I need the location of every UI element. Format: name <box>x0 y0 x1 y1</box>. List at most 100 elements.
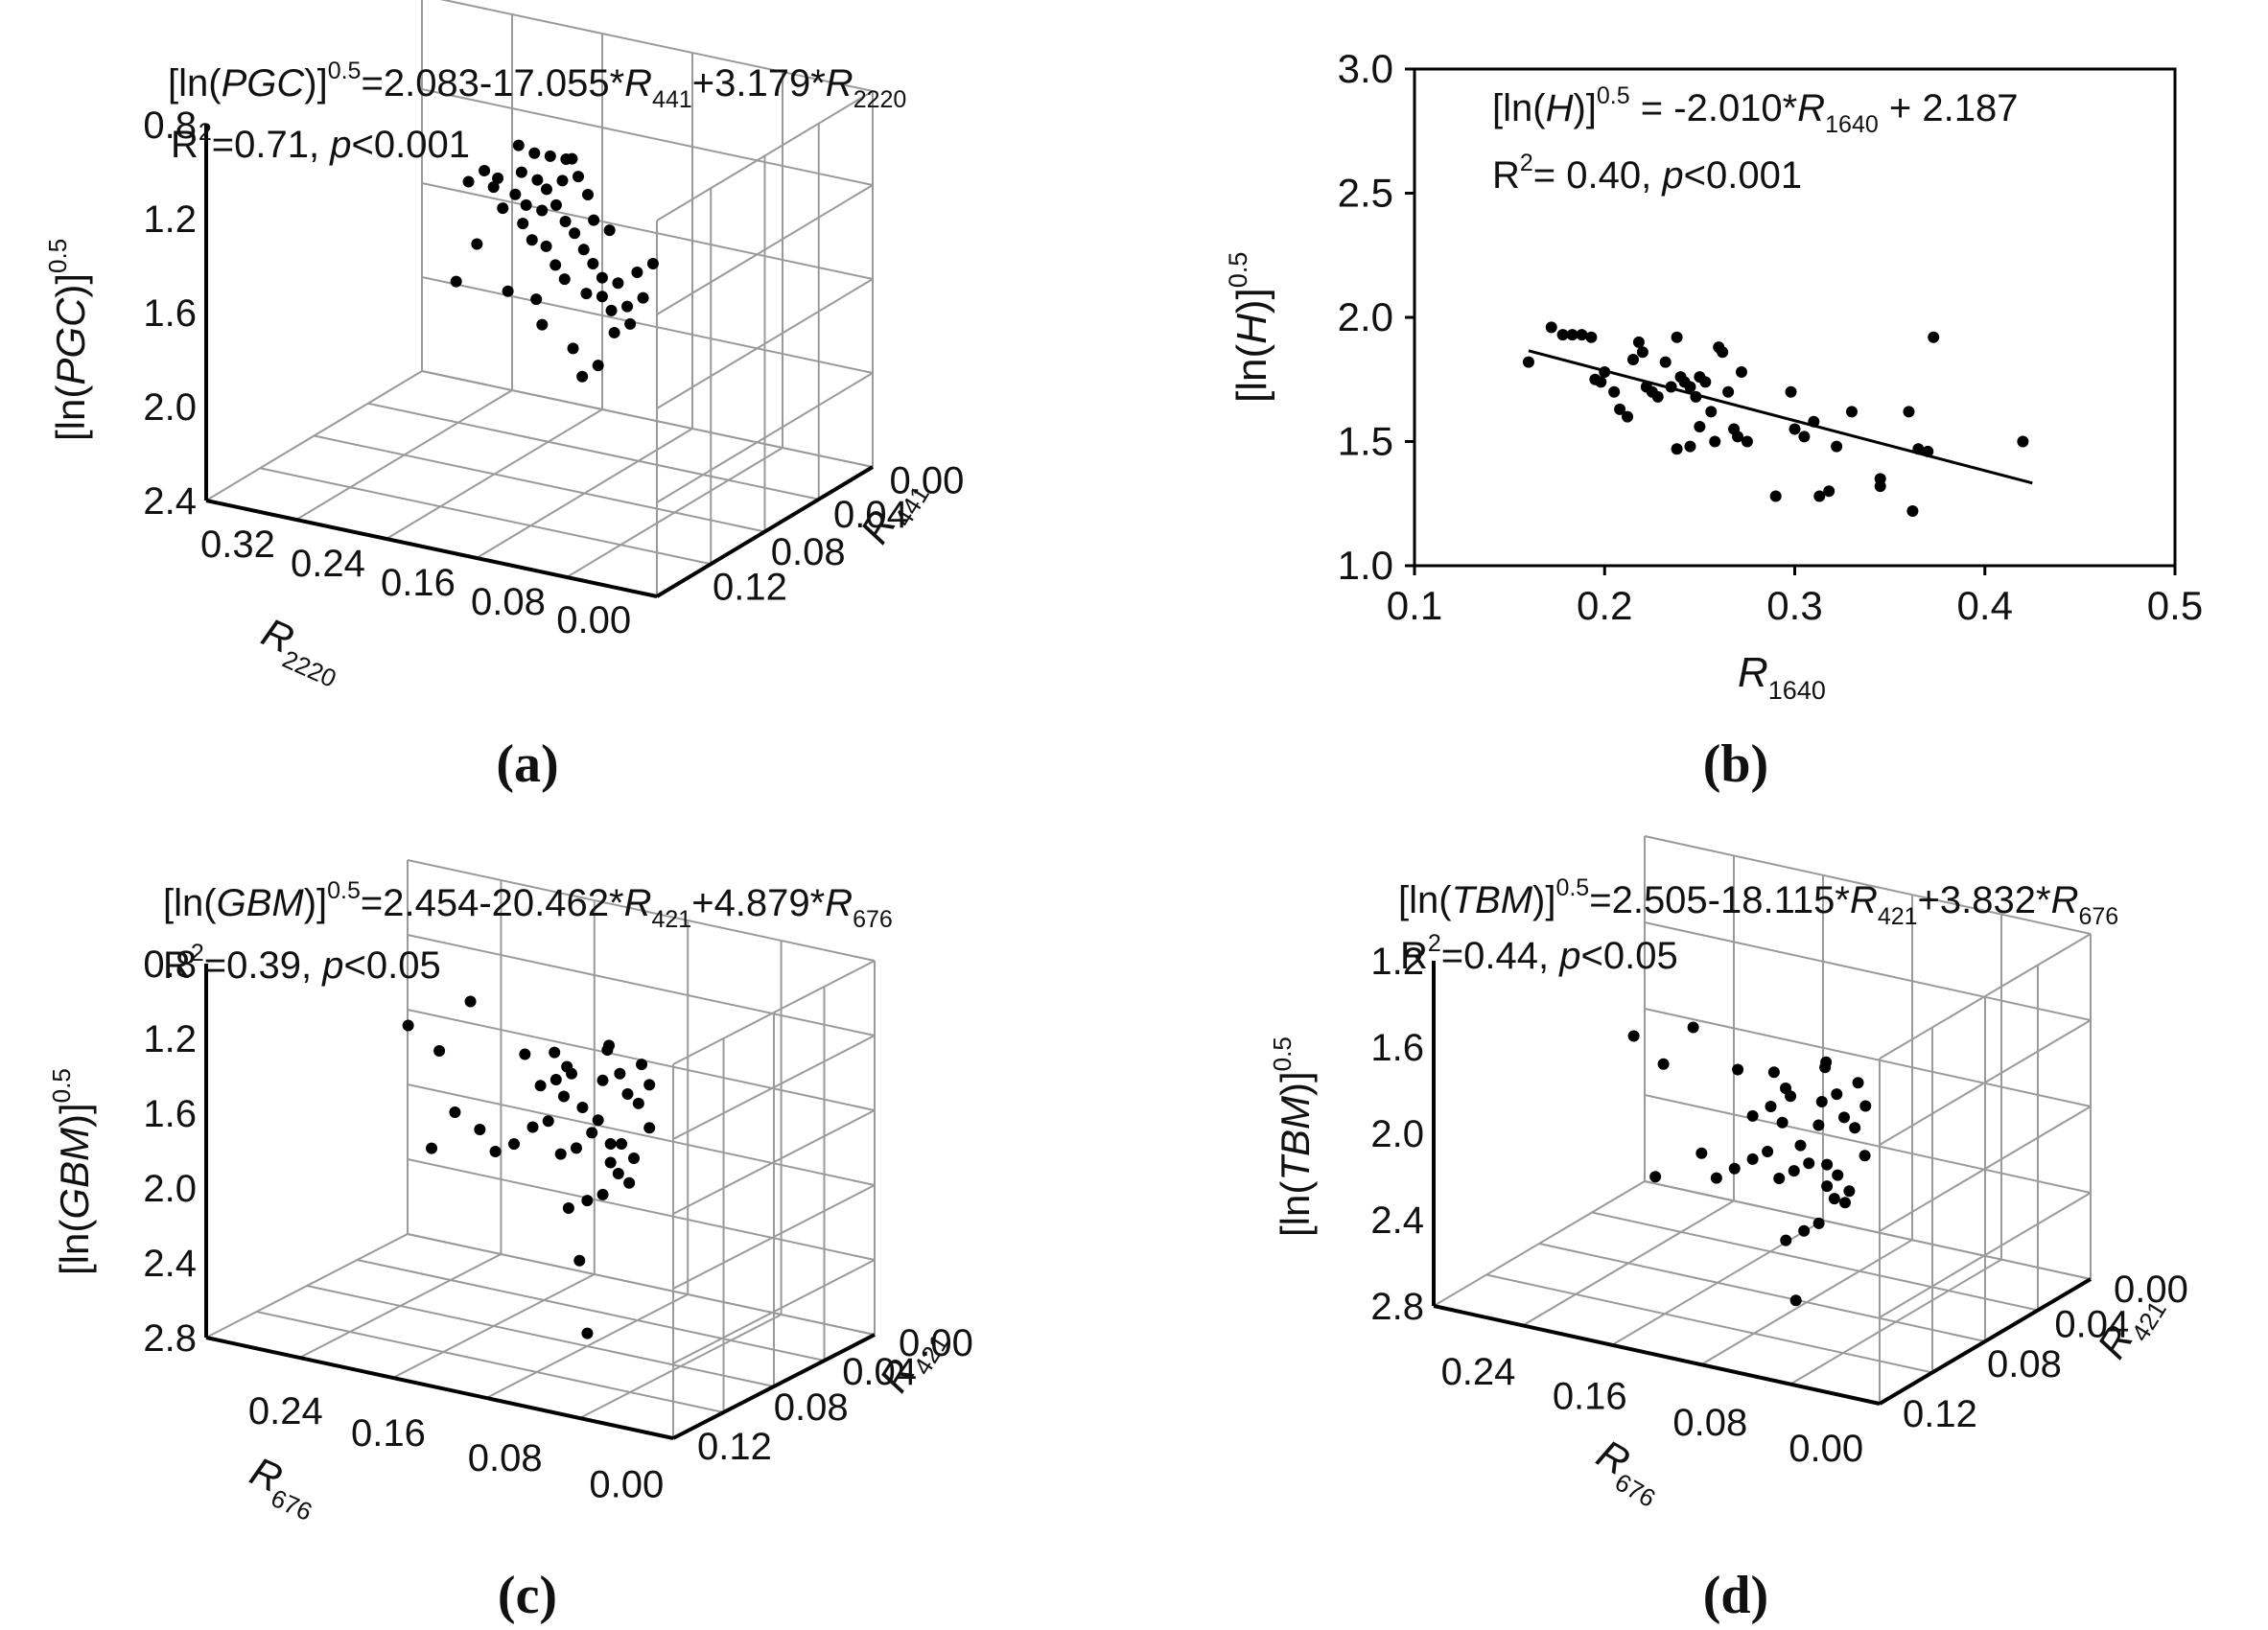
data-point <box>1651 390 1664 403</box>
z-tick-label: 1.2 <box>143 1018 197 1060</box>
data-point <box>549 259 562 271</box>
data-point <box>596 1188 609 1200</box>
data-point <box>646 257 659 269</box>
data-point <box>487 181 500 194</box>
wall-gridline <box>656 372 874 503</box>
wall-gridline <box>656 278 874 409</box>
data-point <box>1735 365 1747 378</box>
data-point <box>621 300 634 313</box>
eq-term1: R <box>1797 87 1825 129</box>
wall-gridline <box>439 0 874 92</box>
data-point <box>426 1142 438 1154</box>
wall-gridline <box>1644 921 2092 1021</box>
stats-p: p <box>1558 935 1580 977</box>
axis-title-sub: 1640 <box>1768 676 1826 705</box>
data-point <box>489 1146 502 1158</box>
x-tick-label: 0.08 <box>471 581 546 623</box>
eq-sub2: 676 <box>2078 903 2118 930</box>
data-point <box>1832 1169 1844 1181</box>
data-point <box>608 326 620 338</box>
wall-gridline <box>1879 1106 2092 1232</box>
data-point <box>614 1067 626 1080</box>
wall-gridline <box>407 859 876 962</box>
data-point <box>558 273 571 286</box>
z-axis-title: [ln(PGC)]0.5 <box>43 239 93 441</box>
y-tick-label: 3.0 <box>1338 46 1393 91</box>
panel-caption: (c) <box>498 1566 557 1625</box>
data-point <box>605 304 618 316</box>
data-point <box>596 291 608 303</box>
data-point <box>1717 346 1729 359</box>
data-point <box>1710 1172 1722 1184</box>
panel-a-chart: 2.42.01.61.20.80.32 0.24 0.16 0.08 0.000.120… <box>43 0 964 794</box>
z-tick-label: 2.8 <box>143 1317 197 1360</box>
data-point <box>559 216 572 228</box>
data-point <box>1831 1088 1843 1101</box>
data-point <box>464 995 477 1008</box>
data-point <box>1705 406 1718 418</box>
x-tick-label: 0.2 <box>1577 583 1632 628</box>
wall-gridline <box>421 276 874 374</box>
eq-mid: +3.179* <box>692 62 826 105</box>
data-point <box>1671 331 1683 343</box>
x-axis-title: R676 <box>240 1448 326 1526</box>
floor-gridline <box>367 402 819 501</box>
data-point <box>1794 1139 1807 1152</box>
data-point <box>1845 406 1858 418</box>
x-tick-label: 0.4 <box>1957 583 2013 628</box>
y-tick-label: 1.0 <box>1338 543 1393 588</box>
data-point <box>1812 1217 1825 1229</box>
data-point <box>1819 1061 1832 1074</box>
x-axis-line <box>1433 1304 1881 1406</box>
zt-exp: 0.5 <box>43 239 72 273</box>
data-point <box>1798 1224 1811 1237</box>
data-point <box>402 1019 414 1032</box>
stats-sup: 2 <box>191 940 204 966</box>
data-point <box>531 174 544 186</box>
stats-label: R2=0.39, p<0.05 <box>163 940 441 987</box>
eq-term2: R <box>826 62 853 105</box>
panel-d-chart: 2.82.42.01.61.20.240.160.080.000.120.080… <box>1268 835 2188 1625</box>
wall-gridline <box>421 88 874 186</box>
data-point <box>549 1074 562 1086</box>
stats-mid: =0.39, <box>204 944 322 987</box>
data-point <box>592 1114 604 1127</box>
data-point <box>1788 1165 1800 1177</box>
y-tick-label: 2.5 <box>1338 171 1393 216</box>
data-point <box>596 1074 609 1086</box>
z-tick-label: 1.6 <box>1370 1027 1424 1069</box>
data-point <box>542 1115 554 1128</box>
stats-p: p <box>1661 154 1683 197</box>
x-tick-label: 0.5 <box>2147 583 2203 628</box>
data-point <box>1732 431 1744 443</box>
eq-mid: + 2.187 <box>1879 87 2019 129</box>
data-point <box>1922 445 1934 457</box>
y-tick-label: 0.00 <box>2114 1269 2188 1311</box>
data-point <box>1789 1294 1802 1307</box>
data-point <box>1746 1109 1759 1122</box>
data-point <box>1522 356 1534 368</box>
stats-r: R <box>1400 935 1428 977</box>
y-tick-label: 0.04 <box>842 1351 917 1393</box>
data-point <box>1614 403 1626 415</box>
zt-rhs: )] <box>52 1103 97 1128</box>
data-point <box>1928 331 1940 343</box>
panel-caption: (d) <box>1703 1566 1768 1625</box>
eq-exp: 0.5 <box>1597 82 1630 109</box>
data-point <box>628 1152 641 1164</box>
y-tick-label: 0.00 <box>890 460 965 502</box>
data-point <box>603 224 616 237</box>
data-point <box>636 1059 648 1071</box>
x-tick-label: 0.00 <box>556 599 631 641</box>
zt-exp: 0.5 <box>47 1068 76 1103</box>
data-point <box>1622 410 1634 423</box>
equation-label: [ln(GBM)]0.5=2.454-20.462*R421+4.879*R67… <box>163 877 893 933</box>
data-point <box>1657 1058 1670 1070</box>
data-point <box>549 1046 561 1059</box>
data-point <box>573 171 585 183</box>
regression-line <box>1528 349 2033 485</box>
data-point <box>515 166 527 178</box>
axis-title-var: R <box>1738 649 1768 696</box>
data-point <box>502 285 514 297</box>
axis-title-sub: 2220 <box>278 644 340 693</box>
